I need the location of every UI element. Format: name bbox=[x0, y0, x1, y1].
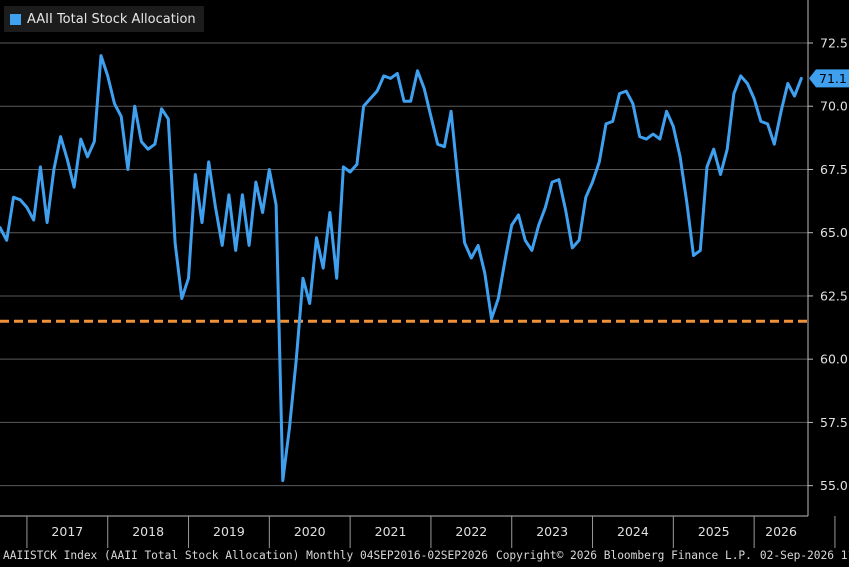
y-tick-label: 72.5 bbox=[820, 36, 848, 51]
x-tick-label: 2023 bbox=[536, 524, 568, 539]
footer-timestamp: 02-Sep-2026 11:37:09 bbox=[759, 549, 849, 562]
x-tick-label: 2018 bbox=[132, 524, 164, 539]
footer-source: AAIISTCK Index (AAII Total Stock Allocat… bbox=[3, 549, 488, 562]
gridlines bbox=[0, 42, 808, 487]
series-layer bbox=[0, 54, 803, 483]
x-tick-label: 2017 bbox=[51, 524, 83, 539]
last-value-marker bbox=[809, 69, 849, 88]
legend-label: AAII Total Stock Allocation bbox=[27, 11, 196, 27]
y-tick-label: 65.0 bbox=[820, 225, 848, 240]
axes: 55.0 57.5 60.0 62.5 65.0 67.5 70.0 72.5 2017 2018… bbox=[0, 0, 849, 548]
footer-copyright: Copyright© 2026 Bloomberg Finance L.P. bbox=[495, 549, 752, 562]
x-tick-label: 2024 bbox=[617, 524, 649, 539]
x-tick-label: 2021 bbox=[375, 524, 407, 539]
chart-footer: AAIISTCK Index (AAII Total Stock Allocat… bbox=[3, 549, 849, 562]
x-tick-label: 2022 bbox=[455, 524, 487, 539]
legend: AAII Total Stock Allocation bbox=[4, 6, 204, 32]
y-tick-label: 67.5 bbox=[820, 162, 848, 177]
y-tick-label: 57.5 bbox=[820, 415, 848, 430]
x-tick-label: 2026 bbox=[765, 524, 797, 539]
y-tick-label: 62.5 bbox=[820, 288, 848, 303]
y-tick-label: 55.0 bbox=[820, 478, 848, 493]
y-tick-label: 60.0 bbox=[820, 352, 848, 367]
last-value-label: 71.1 bbox=[819, 71, 847, 86]
legend-swatch bbox=[10, 13, 21, 25]
x-tick-label: 2019 bbox=[213, 524, 245, 539]
x-tick-label: 2025 bbox=[698, 524, 730, 539]
x-tick-label: 2020 bbox=[294, 524, 326, 539]
y-tick-label: 70.0 bbox=[820, 99, 848, 114]
series-line bbox=[0, 54, 803, 483]
